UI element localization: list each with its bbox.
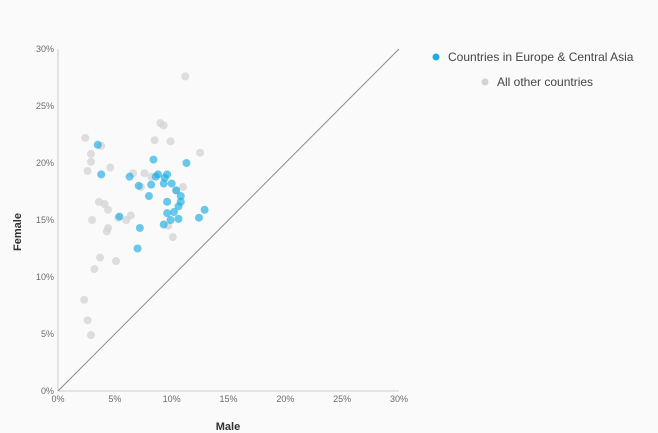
point-other-country[interactable] bbox=[90, 265, 99, 274]
x-tick-label: 5% bbox=[108, 394, 121, 404]
y-tick-label: 30% bbox=[36, 44, 54, 54]
legend-item-europe[interactable]: Countries in Europe & Central Asia bbox=[432, 50, 634, 64]
point-europe-country[interactable] bbox=[133, 244, 142, 253]
point-other-country[interactable] bbox=[80, 295, 89, 304]
point-other-country[interactable] bbox=[111, 257, 120, 266]
series-other-countries bbox=[80, 72, 205, 340]
legend-marker-europe bbox=[432, 53, 440, 61]
point-europe-country[interactable] bbox=[176, 192, 185, 201]
point-other-country[interactable] bbox=[86, 157, 95, 166]
point-europe-country[interactable] bbox=[135, 223, 144, 232]
point-europe-country[interactable] bbox=[182, 159, 191, 167]
point-europe-country[interactable] bbox=[147, 180, 156, 189]
y-tick-label: 20% bbox=[36, 158, 54, 168]
point-europe-country[interactable] bbox=[166, 216, 175, 224]
y-tick-label: 15% bbox=[36, 215, 54, 225]
y-tick-label: 0% bbox=[41, 386, 54, 396]
point-europe-country[interactable] bbox=[163, 197, 172, 206]
point-europe-country[interactable] bbox=[134, 181, 143, 190]
point-europe-country[interactable] bbox=[200, 205, 209, 214]
point-europe-country[interactable] bbox=[167, 179, 176, 188]
reference-diagonal-line bbox=[57, 48, 400, 392]
legend-label-europe: Countries in Europe & Central Asia bbox=[448, 50, 634, 64]
point-other-country[interactable] bbox=[140, 169, 149, 178]
point-europe-country[interactable] bbox=[159, 179, 168, 188]
x-tick-label: 25% bbox=[333, 394, 351, 404]
legend: Countries in Europe & Central Asia All o… bbox=[432, 50, 634, 89]
point-europe-country[interactable] bbox=[159, 220, 168, 229]
point-other-country[interactable] bbox=[96, 253, 105, 262]
point-europe-country[interactable] bbox=[174, 202, 183, 211]
x-tick-labels: 0% 5% 10% 15% 20% 25% 30% bbox=[51, 394, 408, 404]
point-other-country[interactable] bbox=[86, 149, 95, 158]
point-other-country[interactable] bbox=[181, 72, 190, 81]
point-other-country[interactable] bbox=[159, 121, 168, 130]
x-tick-label: 0% bbox=[51, 394, 64, 404]
point-europe-country[interactable] bbox=[174, 214, 183, 223]
point-other-country[interactable] bbox=[81, 133, 90, 142]
point-europe-country[interactable] bbox=[169, 208, 178, 217]
point-other-country[interactable] bbox=[88, 216, 97, 224]
point-europe-country[interactable] bbox=[97, 170, 106, 179]
point-other-country[interactable] bbox=[83, 316, 92, 325]
x-axis-title: Male bbox=[216, 421, 240, 433]
point-europe-country[interactable] bbox=[194, 213, 203, 222]
y-tick-labels: 0% 5% 10% 15% 20% 25% 30% bbox=[36, 44, 54, 396]
point-europe-country[interactable] bbox=[172, 186, 181, 195]
point-other-country[interactable] bbox=[86, 331, 95, 340]
axes bbox=[57, 48, 400, 392]
point-other-country[interactable] bbox=[83, 166, 92, 175]
series-europe-central-asia bbox=[93, 140, 209, 253]
point-europe-country[interactable] bbox=[144, 192, 153, 201]
point-other-country[interactable] bbox=[196, 148, 205, 157]
point-europe-country[interactable] bbox=[151, 172, 160, 181]
data-points bbox=[80, 72, 209, 340]
legend-label-others: All other countries bbox=[497, 75, 593, 89]
point-other-country[interactable] bbox=[102, 227, 111, 236]
legend-item-others[interactable]: All other countries bbox=[481, 75, 594, 89]
point-other-country[interactable] bbox=[179, 182, 188, 191]
point-europe-country[interactable] bbox=[149, 155, 158, 164]
point-other-country[interactable] bbox=[122, 216, 131, 224]
x-tick-label: 20% bbox=[276, 394, 294, 404]
legend-marker-others bbox=[481, 78, 489, 86]
y-tick-label: 10% bbox=[36, 272, 54, 282]
x-tick-label: 10% bbox=[163, 394, 181, 404]
x-tick-label: 15% bbox=[219, 394, 237, 404]
point-other-country[interactable] bbox=[106, 163, 115, 172]
point-other-country[interactable] bbox=[104, 205, 113, 214]
point-europe-country[interactable] bbox=[163, 209, 172, 218]
point-other-country[interactable] bbox=[150, 136, 159, 145]
y-axis-title: Female bbox=[12, 213, 24, 251]
y-tick-label: 5% bbox=[41, 329, 54, 339]
point-europe-country[interactable] bbox=[115, 212, 124, 221]
x-tick-label: 30% bbox=[390, 394, 408, 404]
point-other-country[interactable] bbox=[168, 233, 177, 242]
y-tick-label: 25% bbox=[36, 101, 54, 111]
point-europe-country[interactable] bbox=[125, 172, 134, 181]
point-other-country[interactable] bbox=[166, 137, 175, 146]
point-europe-country[interactable] bbox=[93, 140, 102, 149]
